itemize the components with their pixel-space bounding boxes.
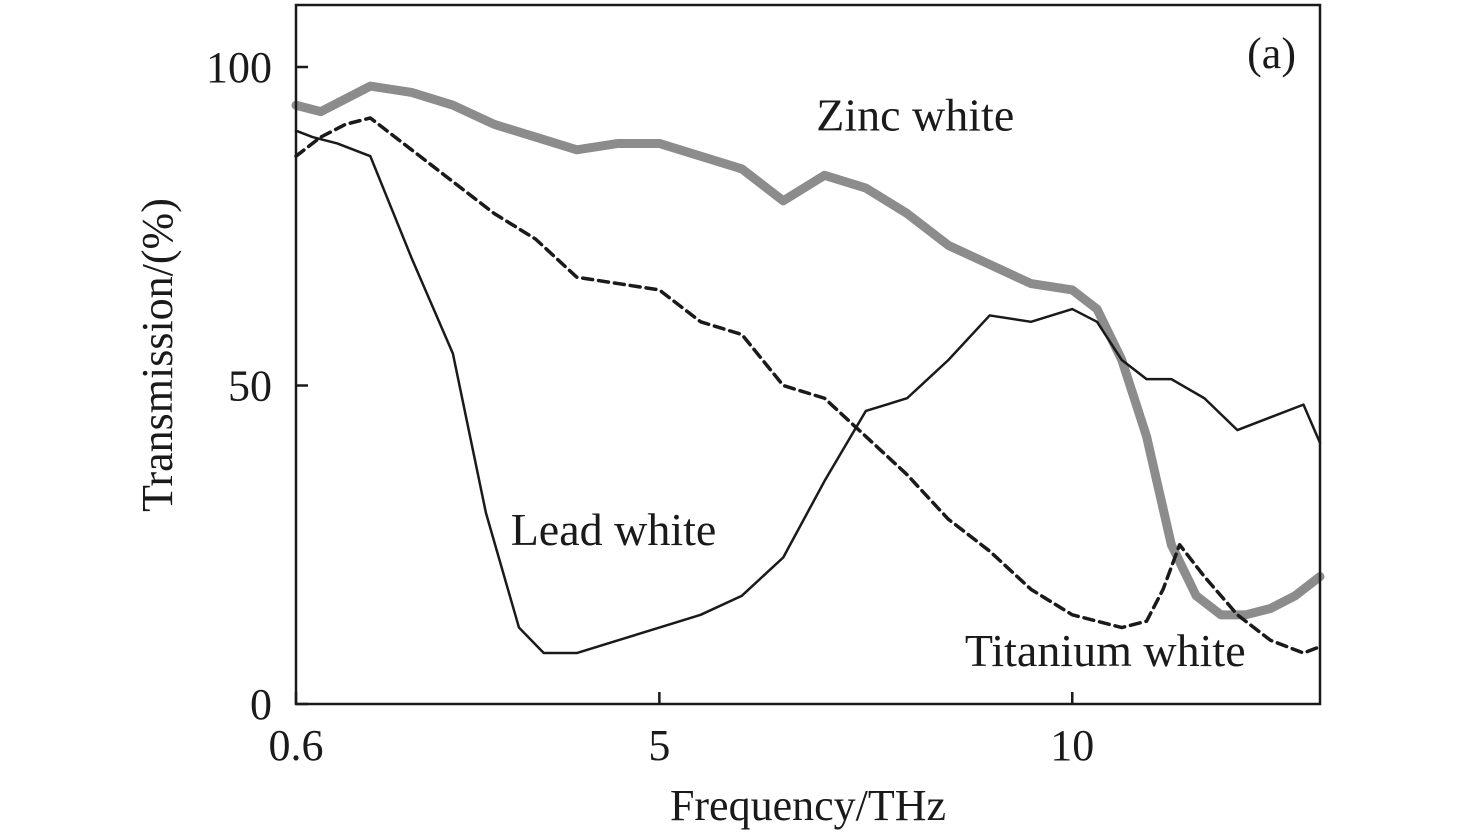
y-axis-label: Transmission/(%): [133, 198, 182, 512]
x-tick-label: 5: [648, 721, 670, 770]
series-label-lead-white: Lead white: [511, 504, 717, 555]
x-tick-label: 10: [1050, 721, 1094, 770]
series-line-zinc-white: [291, 81, 1325, 620]
y-tick-label: 0: [250, 680, 272, 729]
x-axis-label: Frequency/THz: [670, 781, 946, 830]
plot-frame: [294, 3, 1322, 706]
series-line-titanium-white: [294, 116, 1322, 655]
x-tick-label: 0.6: [269, 721, 324, 770]
series-label-titanium-white: Titanium white: [965, 625, 1246, 676]
series-group: [291, 81, 1325, 655]
panel-label: (a): [1247, 29, 1296, 78]
y-tick-label: 50: [228, 362, 272, 411]
series-label-zinc-white: Zinc white: [816, 90, 1014, 141]
series-annotations: Zinc white Lead white Titanium white: [511, 90, 1246, 676]
y-tick-label: 100: [206, 43, 272, 92]
series-line-lead-white: [294, 129, 1322, 655]
